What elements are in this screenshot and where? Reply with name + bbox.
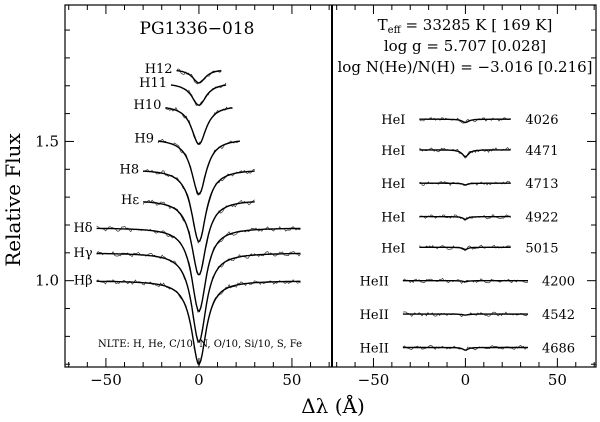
x-tick-label: −50 (90, 371, 122, 389)
balmer-line-model (96, 280, 301, 366)
helium-ion-label: HeI (381, 113, 405, 128)
balmer-line-label: H10 (134, 98, 162, 113)
balmer-line-model (96, 252, 301, 343)
spectra-curves (96, 68, 529, 366)
nlte-note: NLTE: H, He, C/10, N, O/10, Si/10, S, Fe (98, 339, 302, 350)
balmer-line-label: H11 (139, 76, 167, 91)
balmer-line-label: H12 (145, 62, 173, 77)
balmer-line-model (143, 170, 255, 242)
helium-wavelength-label: 4471 (525, 144, 558, 159)
helium-wavelength-label: 4922 (525, 211, 558, 226)
helium-ion-label: HeII (360, 342, 389, 357)
balmer-line-observed (96, 225, 301, 313)
helium-ion-label: HeI (381, 144, 405, 159)
x-tick-label: 50 (548, 371, 567, 389)
helium-line-model (419, 246, 511, 251)
helium-wavelength-label: 4542 (542, 308, 575, 323)
x-tick-label: −50 (358, 371, 390, 389)
balmer-line-observed (165, 106, 233, 146)
helium-line-model (402, 313, 528, 316)
helium-ion-label: HeII (360, 308, 389, 323)
balmer-line-label: Hε (121, 193, 139, 208)
x-tick-label: 0 (461, 371, 471, 389)
helium-line-model (402, 280, 528, 283)
balmer-line-observed (96, 250, 301, 344)
balmer-line-observed (142, 199, 255, 275)
panel-title: PG1336−018 (140, 19, 255, 39)
y-tick-label: 1.0 (35, 272, 59, 290)
balmer-line-label: Hδ (73, 221, 92, 236)
helium-line-model (419, 118, 511, 124)
y-tick-label: 1.5 (35, 132, 59, 150)
helium-wavelength-label: 4713 (525, 177, 558, 192)
helium-wavelength-label: 4026 (525, 113, 558, 128)
balmer-line-model (157, 140, 240, 195)
helium-line-observed (419, 147, 511, 159)
helium-wavelength-label: 4200 (542, 275, 575, 290)
helium-line-model (419, 149, 511, 158)
helium-ion-label: HeI (381, 211, 405, 226)
balmer-line-observed (157, 138, 240, 196)
balmer-line-label: Hγ (74, 246, 93, 261)
balmer-line-model (143, 201, 255, 276)
x-tick-label: 0 (194, 371, 204, 389)
helium-line-model (419, 215, 511, 221)
x-tick-label: 50 (282, 371, 301, 389)
plot-border (64, 4, 597, 368)
helium-abundance-parameter: log N(He)/N(H) = −3.016 [0.216] (338, 58, 593, 76)
helium-ion-label: HeII (360, 275, 389, 290)
y-axis-label: Relative Flux (1, 132, 25, 266)
teff-parameter: Teff = 33285 K [ 169 K] (378, 16, 553, 36)
logg-parameter: log g = 5.707 [0.028] (384, 37, 546, 55)
helium-line-model (419, 182, 511, 186)
plot-frame (64, 4, 597, 368)
balmer-line-model (170, 84, 227, 106)
balmer-line-label: Hβ (74, 274, 93, 289)
helium-wavelength-label: 5015 (525, 241, 558, 256)
balmer-line-model (176, 69, 222, 84)
balmer-line-label: H8 (120, 162, 140, 177)
helium-ion-label: HeI (381, 241, 405, 256)
balmer-line-observed (96, 279, 301, 366)
balmer-line-label: H9 (134, 132, 154, 147)
balmer-line-model (165, 107, 233, 145)
balmer-line-model (96, 227, 301, 313)
helium-ion-label: HeI (381, 177, 405, 192)
helium-wavelength-label: 4686 (542, 342, 575, 357)
helium-line-model (402, 346, 528, 351)
x-axis-label: Δλ (Å) (301, 393, 365, 418)
